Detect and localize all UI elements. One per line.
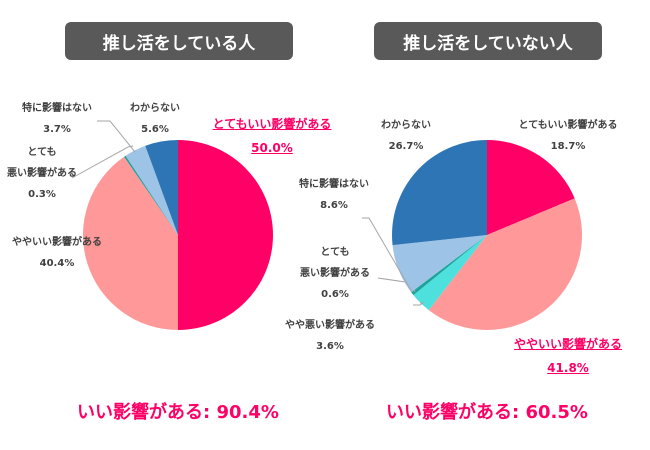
slice-label: とてもいい影響がある 50.0% [213,112,332,160]
slice-value-label: 3.6% [316,341,344,352]
slice-label-text: とても [27,147,57,158]
slice-value-label: 26.7% [388,141,424,152]
pie-slice [413,235,487,311]
left-chart-title: 推し活をしている人 [65,22,293,60]
slice-value-label: 18.7% [550,141,586,152]
slice-label: ややいい影響がある 41.8% [514,332,622,380]
leader-line [413,302,425,306]
slice-label-text: ややいい影響がある [513,337,623,351]
slice-label-text: ややいい影響がある [12,237,102,248]
slice-value-label: 5.6% [141,124,169,135]
slice-label-text: わからない [130,103,180,114]
slice-value-label: 8.6% [320,200,348,211]
slice-label-text: わからない [381,120,431,131]
pie-slice [124,155,178,235]
slice-label: とても悪い影響がある 0.6% [300,242,370,305]
slice-label-text: とてもいい影響がある [212,117,332,131]
slice-label: とても悪い影響がある 0.3% [7,142,77,205]
slice-label-text: 悪い影響がある [300,268,370,279]
right-total-label: いい影響がある: 60.5% [386,402,588,423]
slice-value-label: 3.7% [43,124,71,135]
pie-slice [428,198,583,331]
pie-slice [178,140,273,330]
slice-label-text: 悪い影響がある [7,168,77,179]
slice-label-text: やや悪い影響がある [285,320,375,331]
pie-slice [391,140,487,246]
leader-line [362,217,413,293]
slice-label-text: 特に影響はない [299,179,369,190]
slice-label-text: とてもいい影響がある [518,120,618,131]
slice-label: やや悪い影響がある 3.6% [285,315,375,357]
left-total-label: いい影響がある: 90.4% [77,402,279,423]
pie-slice [83,156,178,330]
slice-value-label: 41.8% [547,361,589,375]
slice-label-text: とても [320,247,350,258]
slice-value-label: 50.0% [251,141,293,155]
slice-label-text: 特に影響はない [22,103,92,114]
slice-label: わからない 5.6% [130,98,180,140]
pie-slice [487,140,575,235]
slice-value-label: 0.6% [321,289,349,300]
slice-label: ややいい影響がある 40.4% [12,232,102,274]
slice-value-label: 40.4% [39,258,75,269]
slice-label: わからない 26.7% [381,115,431,157]
slice-label: 特に影響はない 3.7% [22,98,92,140]
slice-value-label: 0.3% [28,189,56,200]
slice-label: 特に影響はない 8.6% [299,174,369,216]
pie-slice [411,235,487,296]
pie-slice [392,235,487,293]
leader-line [71,145,134,179]
right-chart-title: 推し活をしていない人 [374,22,602,60]
slice-label: とてもいい影響がある 18.7% [519,115,618,157]
pie-slice [145,140,178,235]
pie-slice [125,145,178,235]
leader-line [97,120,136,153]
